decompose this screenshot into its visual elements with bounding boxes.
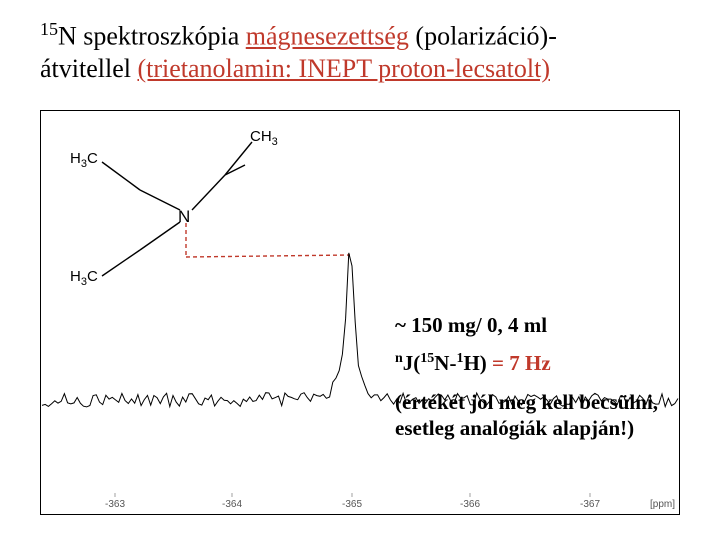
title-text-2: (polarizáció)- bbox=[409, 22, 557, 51]
mol-label-tr: CH3 bbox=[250, 128, 278, 148]
axis-tick-4: -367 bbox=[580, 499, 600, 510]
mol-c-bl: C bbox=[87, 268, 98, 285]
mol-ch-tr: CH bbox=[250, 128, 272, 145]
title-sup15: 15 bbox=[40, 19, 58, 39]
annotation-block: ~ 150 mg/ 0, 4 ml nJ(15N-1H) = 7 Hz (ért… bbox=[395, 312, 705, 441]
anno-15: 15 bbox=[420, 351, 434, 366]
title-line-1: 15N spektroszkópia mágnesezettség (polar… bbox=[40, 18, 680, 53]
anno-mid: N- bbox=[434, 351, 456, 375]
title-text-1: N spektroszkópia bbox=[58, 22, 246, 51]
mol-h-tl: H bbox=[70, 150, 81, 167]
axis-tick-3: -366 bbox=[460, 499, 480, 510]
anno-j: J( bbox=[403, 351, 421, 375]
axis-unit: [ppm] bbox=[650, 499, 675, 510]
mol-label-tl: H3C bbox=[70, 150, 98, 170]
axis-unit-text: [ppm] bbox=[650, 499, 675, 510]
axis-tick-0: -363 bbox=[105, 499, 125, 510]
mol-label-bl: H3C bbox=[70, 268, 98, 288]
title-red-2: (trietanolamin: INEPT proton-lecsatolt) bbox=[137, 54, 550, 83]
anno-line-3: (értékét jól meg kell becsülni, esetleg … bbox=[395, 389, 705, 442]
mol-c-tl: C bbox=[87, 150, 98, 167]
mol-h-bl: H bbox=[70, 268, 81, 285]
axis-tick-2: -365 bbox=[342, 499, 362, 510]
title-line-2: átvitellel (trietanolamin: INEPT proton-… bbox=[40, 53, 680, 86]
title-line2-pre: átvitellel bbox=[40, 54, 137, 83]
anno-supn: n bbox=[395, 351, 403, 366]
mol-sub-tr: 3 bbox=[272, 136, 278, 148]
anno-red: = 7 Hz bbox=[492, 351, 551, 375]
axis-tick-1: -364 bbox=[222, 499, 242, 510]
anno-line-2: nJ(15N-1H) = 7 Hz bbox=[395, 350, 705, 376]
title-red-1: mágnesezettség bbox=[246, 22, 409, 51]
slide-title: 15N spektroszkópia mágnesezettség (polar… bbox=[0, 0, 720, 94]
mol-n: N bbox=[178, 207, 190, 226]
anno-h: H) bbox=[463, 351, 492, 375]
mol-label-n: N bbox=[178, 207, 190, 227]
anno-line-1: ~ 150 mg/ 0, 4 ml bbox=[395, 312, 705, 338]
